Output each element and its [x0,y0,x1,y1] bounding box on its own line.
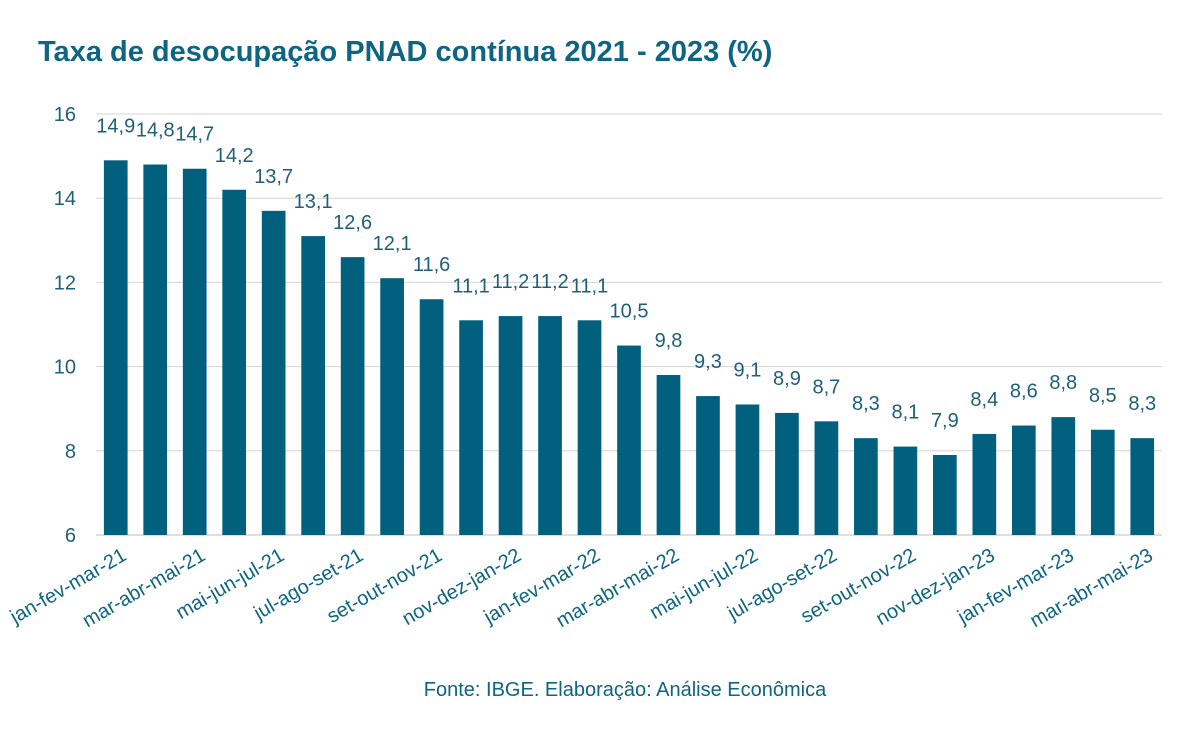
data-label: 9,8 [655,330,683,352]
bar [143,164,168,535]
data-label: 13,7 [254,166,293,188]
bar [261,210,286,535]
data-label: 8,7 [813,376,841,398]
bar [1051,417,1076,535]
data-label: 8,4 [970,389,998,411]
data-label: 11,2 [531,271,568,293]
bar [498,316,523,535]
data-label: 9,3 [694,351,722,373]
bar [893,446,918,535]
data-label: 12,1 [373,233,412,255]
bar [617,345,641,535]
bar [1090,429,1115,535]
bar [459,320,483,535]
bar [854,438,878,535]
data-label: 14,8 [136,120,175,142]
y-tick-label: 8 [65,441,76,463]
data-label: 8,5 [1089,385,1117,407]
bar [735,404,760,535]
y-tick-label: 16 [54,104,76,126]
bar [577,320,602,535]
bar [340,257,365,535]
data-label: 8,3 [1128,393,1156,415]
bar [538,316,562,535]
bar [1130,438,1155,535]
data-label: 14,9 [96,115,135,137]
data-label: 8,9 [773,368,801,390]
bar [656,375,681,535]
data-label: 9,1 [734,359,762,381]
data-label: 11,1 [452,275,489,297]
source-note: Fonte: IBGE. Elaboração: Análise Econômi… [423,679,827,701]
y-tick-label: 10 [54,357,76,379]
bar [182,168,207,536]
x-axis-ticks: jan-fev-mar-21mar-abr-mai-21mai-jun-jul-… [6,544,1157,632]
data-label: 7,9 [931,410,959,432]
data-label: 14,7 [175,124,214,146]
y-tick-label: 14 [54,188,76,210]
bar [419,299,444,535]
data-label: 14,2 [215,145,254,167]
bar [301,236,325,535]
bar [103,160,128,535]
bar [380,278,404,535]
data-label: 11,6 [413,254,450,276]
bar [696,396,720,535]
data-labels: 14,9 14,8 14,714,213,713,112,612,111,611,1… [96,115,1156,432]
data-label: 8,3 [852,393,880,415]
y-tick-label: 6 [65,525,76,547]
data-label: 8,8 [1049,372,1077,394]
data-label: 11,2 [492,271,529,293]
data-label: 8,1 [891,402,919,424]
data-label: 11,1 [571,275,608,297]
bar [775,412,799,535]
y-axis-ticks: 6 8 10 12 14 16 [54,104,76,547]
bar [933,455,957,535]
data-label: 8,6 [1010,381,1038,403]
bars [103,160,1155,536]
data-label: 13,1 [294,191,333,213]
bar [972,433,997,535]
data-label: 10,5 [610,301,649,323]
bar [814,421,839,535]
data-label: 12,6 [333,212,372,234]
bar [222,189,247,535]
y-tick-label: 12 [54,272,76,294]
chart-title: Taxa de desocupação PNAD contínua 2021 -… [38,36,773,68]
bar [1011,425,1036,535]
